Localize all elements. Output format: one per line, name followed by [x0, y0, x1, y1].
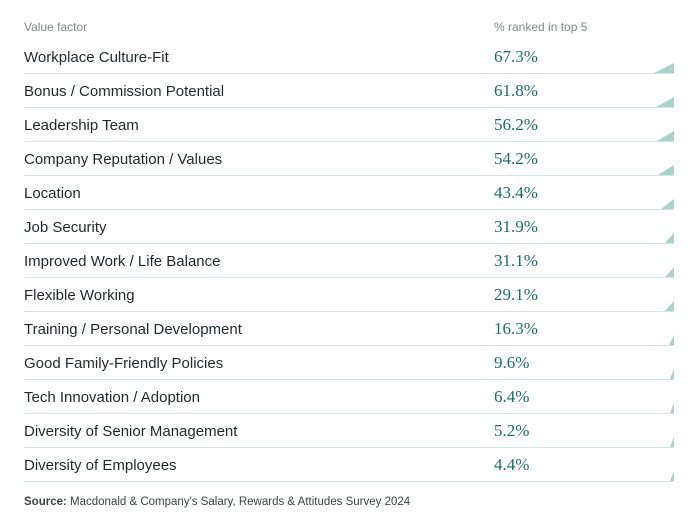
table-row: Diversity of Employees4.4%	[24, 448, 674, 482]
pct-value: 6.4%	[494, 387, 529, 407]
pct-value: 29.1%	[494, 285, 538, 305]
factor-label: Leadership Team	[24, 117, 494, 134]
pct-value: 16.3%	[494, 319, 538, 339]
factor-label: Diversity of Senior Management	[24, 423, 494, 440]
pct-cell: 54.2%	[494, 149, 674, 169]
wedge-icon	[657, 131, 674, 141]
table-row: Bonus / Commission Potential61.8%	[24, 74, 674, 108]
pct-cell: 31.1%	[494, 251, 674, 271]
pct-value: 31.9%	[494, 217, 538, 237]
wedge-icon	[656, 97, 674, 107]
pct-cell: 9.6%	[494, 353, 674, 373]
wedge-icon	[658, 165, 674, 175]
factor-label: Tech Innovation / Adoption	[24, 389, 494, 406]
source-text: Macdonald & Company's Salary, Rewards & …	[70, 496, 410, 508]
pct-cell: 31.9%	[494, 217, 674, 237]
table-row: Workplace Culture-Fit67.3%	[24, 40, 674, 74]
pct-cell: 61.8%	[494, 81, 674, 101]
pct-value: 4.4%	[494, 455, 529, 475]
pct-value: 5.2%	[494, 421, 529, 441]
table-row: Location43.4%	[24, 176, 674, 210]
factor-label: Improved Work / Life Balance	[24, 253, 494, 270]
factor-label: Bonus / Commission Potential	[24, 83, 494, 100]
factor-label: Workplace Culture-Fit	[24, 49, 494, 66]
factor-label: Job Security	[24, 219, 494, 236]
pct-value: 54.2%	[494, 149, 538, 169]
header-pct-ranked: % ranked in top 5	[494, 20, 674, 34]
wedge-icon	[670, 369, 674, 379]
pct-value: 31.1%	[494, 251, 538, 271]
table-row: Leadership Team56.2%	[24, 108, 674, 142]
table-row: Training / Personal Development16.3%	[24, 312, 674, 346]
wedge-icon	[670, 403, 674, 413]
pct-cell: 29.1%	[494, 285, 674, 305]
factor-label: Good Family-Friendly Policies	[24, 355, 494, 372]
pct-cell: 5.2%	[494, 421, 674, 441]
pct-cell: 56.2%	[494, 115, 674, 135]
factor-label: Diversity of Employees	[24, 457, 494, 474]
wedge-icon	[665, 267, 674, 277]
pct-value: 61.8%	[494, 81, 538, 101]
table-body: Workplace Culture-Fit67.3%Bonus / Commis…	[24, 40, 674, 482]
factor-label: Location	[24, 185, 494, 202]
wedge-icon	[670, 471, 674, 481]
wedge-icon	[654, 63, 674, 73]
header-value-factor: Value factor	[24, 20, 494, 34]
factor-label: Company Reputation / Values	[24, 151, 494, 168]
table-row: Flexible Working29.1%	[24, 278, 674, 312]
source-label: Source:	[24, 496, 67, 508]
table-row: Job Security31.9%	[24, 210, 674, 244]
table-row: Company Reputation / Values54.2%	[24, 142, 674, 176]
pct-value: 67.3%	[494, 47, 538, 67]
pct-cell: 4.4%	[494, 455, 674, 475]
factor-label: Flexible Working	[24, 287, 494, 304]
source-line: Source: Macdonald & Company's Salary, Re…	[24, 482, 674, 508]
wedge-icon	[669, 335, 674, 345]
pct-cell: 16.3%	[494, 319, 674, 339]
wedge-icon	[661, 199, 674, 209]
factor-label: Training / Personal Development	[24, 321, 494, 338]
pct-cell: 43.4%	[494, 183, 674, 203]
table-header: Value factor % ranked in top 5	[24, 20, 674, 40]
pct-value: 43.4%	[494, 183, 538, 203]
table-row: Tech Innovation / Adoption6.4%	[24, 380, 674, 414]
pct-cell: 67.3%	[494, 47, 674, 67]
pct-value: 56.2%	[494, 115, 538, 135]
wedge-icon	[665, 301, 674, 311]
table-row: Good Family-Friendly Policies9.6%	[24, 346, 674, 380]
pct-cell: 6.4%	[494, 387, 674, 407]
pct-value: 9.6%	[494, 353, 529, 373]
table-row: Diversity of Senior Management5.2%	[24, 414, 674, 448]
table-row: Improved Work / Life Balance31.1%	[24, 244, 674, 278]
wedge-icon	[665, 233, 674, 243]
wedge-icon	[670, 437, 674, 447]
